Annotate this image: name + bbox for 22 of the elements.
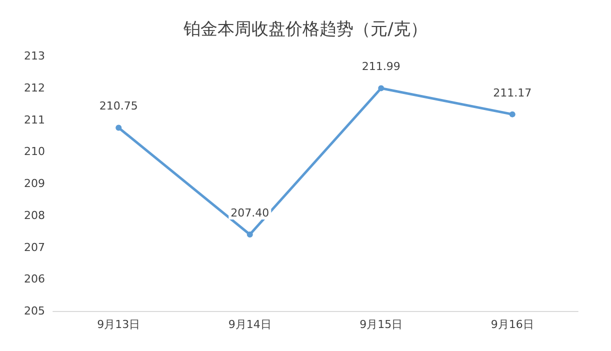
y-tick-label: 211 [24,113,45,126]
x-tick-label: 9月16日 [490,318,534,331]
y-tick-label: 210 [24,145,45,158]
point [246,232,253,238]
y-tick-label: 207 [24,240,45,254]
y-tick-label: 208 [24,208,45,222]
y-tick-label: 209 [24,177,45,190]
x-tick-label: 9月13日 [97,318,140,331]
y-tick-label: 205 [24,304,45,318]
data-label: 207.40 [230,206,270,220]
x-tick-label: 9月14日 [228,318,272,331]
data-label: 210.75 [99,100,138,113]
data-label: 211.17 [493,86,532,100]
chart-title: 铂金本周收盘价格趋势（元/克） [182,20,428,40]
x-tick-label: 9月15日 [360,318,403,331]
y-tick-label: 206 [24,272,45,286]
data-label: 211.99 [362,60,400,74]
point [509,111,516,118]
point [378,85,384,92]
y-tick-label: 212 [24,81,45,94]
point [116,124,122,131]
y-tick-label: 213 [24,50,45,62]
